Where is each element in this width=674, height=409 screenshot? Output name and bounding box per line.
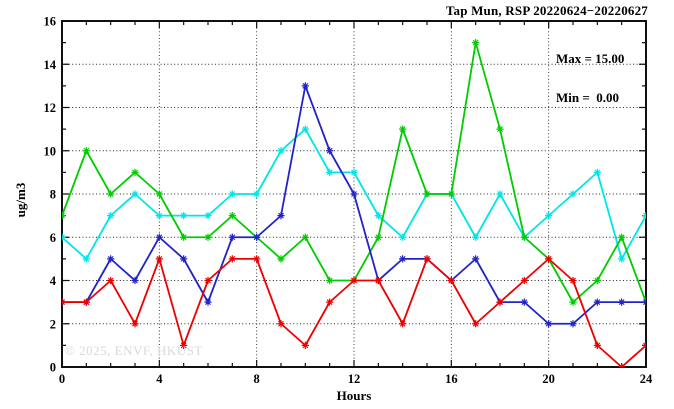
y-tick-label: 10 (44, 144, 57, 158)
x-axis-label: Hours (336, 388, 372, 403)
y-tick-label: 12 (44, 101, 57, 115)
red-series-markers (62, 255, 646, 367)
min-value-label: Min = 0.00 (556, 90, 620, 105)
max-value-label: Max = 15.00 (556, 51, 625, 66)
x-tick-label: 0 (59, 372, 65, 386)
y-tick-label: 4 (50, 274, 57, 288)
y-axis-label: ug/m3 (13, 182, 28, 218)
stats-box: Max = 15.00 Min = 0.00 (556, 26, 624, 130)
y-tick-label: 8 (50, 188, 56, 202)
watermark: © 2025, ENVF, HKUST (65, 343, 203, 358)
x-tick-label: 4 (156, 372, 163, 386)
x-tick-label: 20 (542, 372, 555, 386)
x-tick-label: 12 (348, 372, 361, 386)
y-tick-label: 14 (44, 58, 57, 72)
x-tick-label: 24 (640, 372, 653, 386)
y-tick-label: 2 (50, 317, 56, 331)
plot-frame (61, 20, 647, 368)
y-tick-label: 6 (50, 231, 56, 245)
x-tick-label: 8 (254, 372, 260, 386)
y-tick-label: 16 (44, 15, 57, 29)
x-tick-label: 16 (445, 372, 458, 386)
chart-title: Tap Mun, RSP 20220624−20220627 (445, 3, 648, 18)
y-tick-label: 0 (50, 361, 56, 375)
